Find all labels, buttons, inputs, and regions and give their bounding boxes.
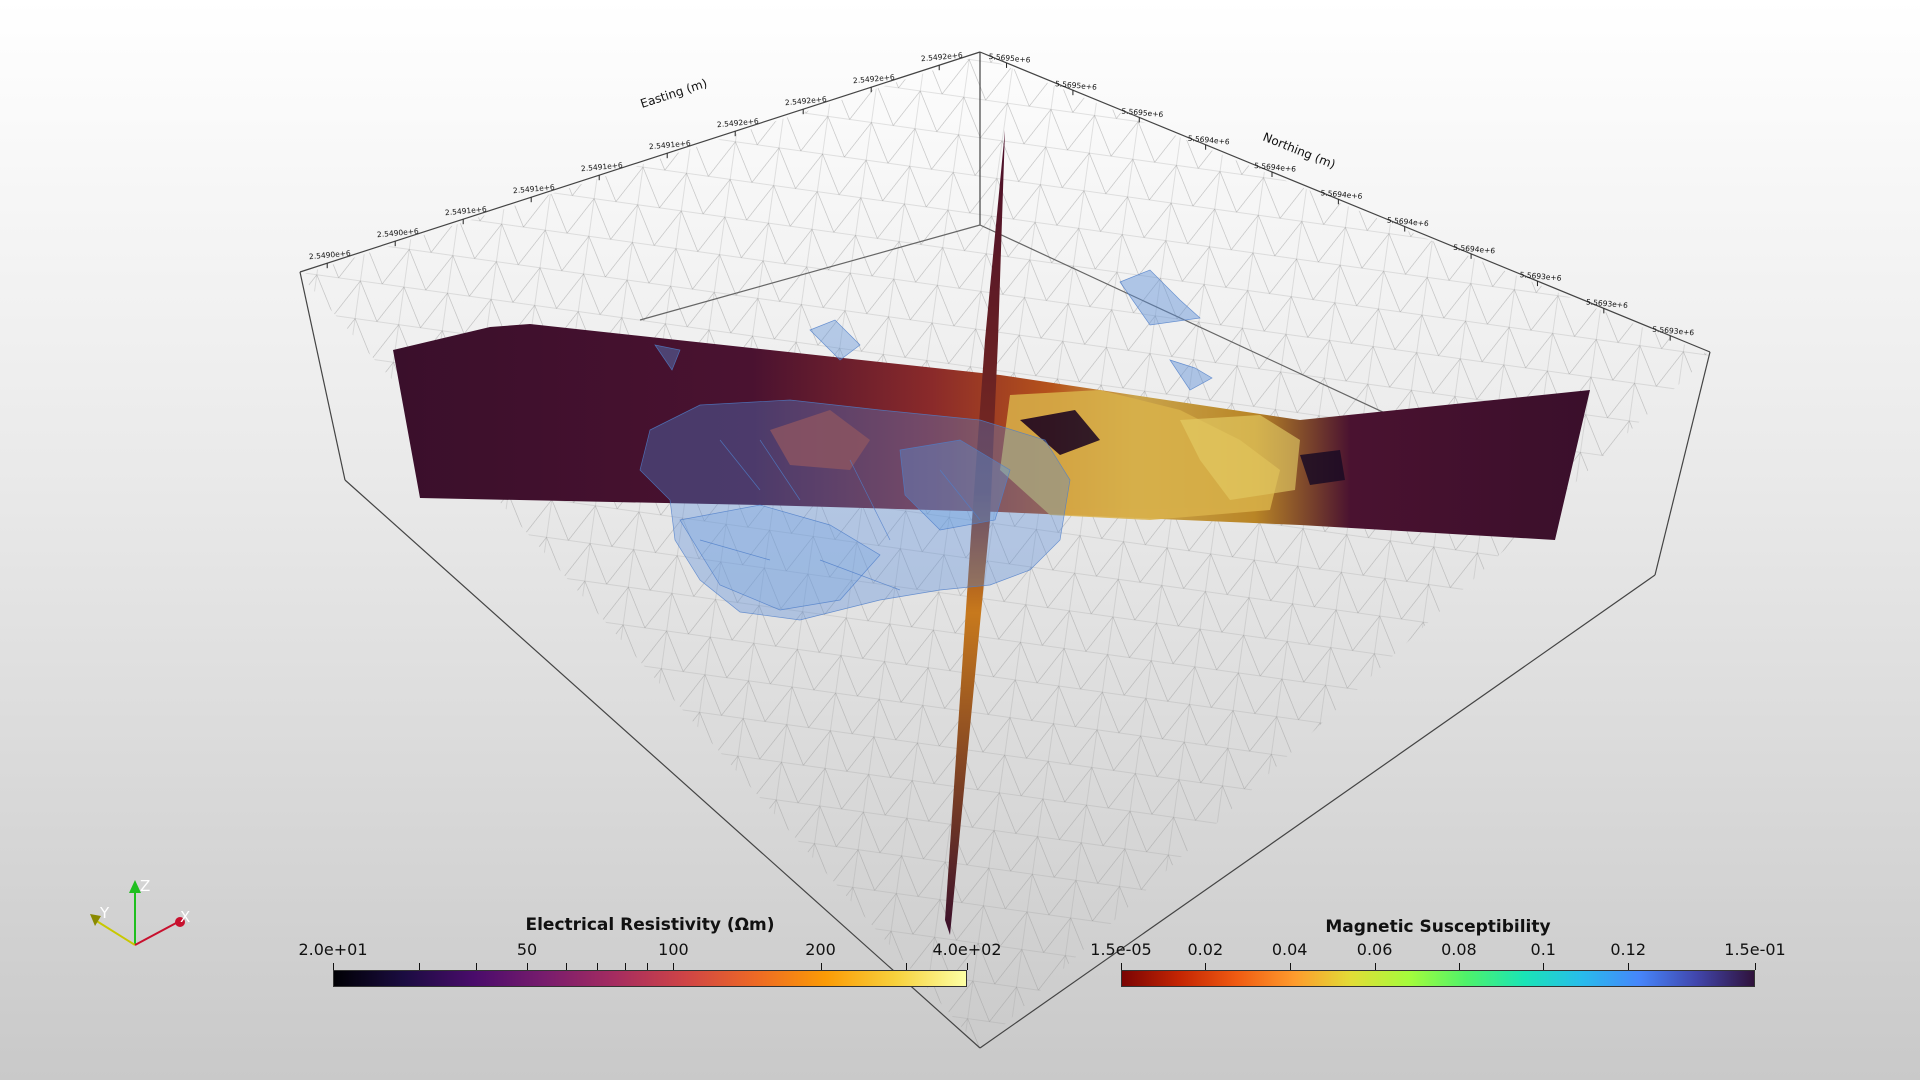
northing-tick-label: 5.5694e+6	[1453, 243, 1496, 256]
colorbar-tick-mark	[647, 963, 649, 970]
easting-tick-label: 2.5492e+6	[717, 117, 760, 130]
resistivity-tick-label: 4.0e+02	[932, 940, 1002, 959]
resistivity-section-vertical	[945, 130, 1005, 935]
z-axis-label: Z	[140, 877, 150, 895]
northing-tick-label: 5.5694e+6	[1187, 134, 1230, 147]
northing-tick-label: 5.5695e+6	[1055, 79, 1098, 92]
susceptibility-tick-label: 0.06	[1356, 940, 1393, 959]
northing-tick-label: 5.5694e+6	[1387, 216, 1430, 229]
susceptibility-tick-label: 1.5e-01	[1724, 940, 1786, 959]
resistivity-anomaly	[770, 390, 1345, 520]
colorbar-tick-mark	[565, 963, 567, 970]
colorbar-tick-mark	[1205, 963, 1207, 970]
colorbar-tick-mark	[1289, 963, 1291, 970]
easting-tick-label: 2.5491e+6	[581, 161, 624, 174]
resistivity-tick-label: 100	[658, 940, 689, 959]
easting-tick-label: 2.5492e+6	[785, 95, 828, 108]
colorbar-tick-mark	[475, 963, 477, 970]
easting-tick-label: 2.5490e+6	[309, 249, 352, 262]
resistivity-tick-marks	[333, 963, 968, 971]
susceptibility-colorbar: Magnetic Susceptibility 1.5e-05 0.02 0.0…	[1090, 915, 1786, 990]
colorbar-tick-mark	[418, 963, 420, 970]
easting-tick-label: 2.5492e+6	[853, 73, 896, 86]
susceptibility-tick-label: 0.08	[1441, 940, 1477, 959]
resistivity-colorbar-title: Electrical Resistivity (Ωm)	[525, 915, 775, 935]
susceptibility-tick-label: 0.02	[1187, 940, 1224, 959]
colorbar-tick-mark	[624, 963, 626, 970]
easting-tick-label: 2.5491e+6	[513, 183, 556, 196]
susceptibility-colorbar-labels: 1.5e-05 0.02 0.04 0.06 0.08 0.1 0.12 1.5…	[1090, 940, 1785, 962]
northing-tick-label: 5.5694e+6	[1320, 188, 1363, 201]
northing-tick-label: 5.5693e+6	[1652, 325, 1695, 338]
susceptibility-tick-label: 0.12	[1610, 940, 1646, 959]
colorbar-tick-mark	[967, 963, 968, 970]
colorbar-tick-mark	[906, 963, 908, 970]
resistivity-tick-label: 2.0e+01	[298, 940, 368, 959]
easting-tick-label: 2.5492e+6	[921, 51, 964, 64]
colorbar-tick-mark	[1374, 963, 1376, 970]
susceptibility-colorbar-gradient	[1121, 970, 1755, 987]
susceptibility-tick-label: 0.1	[1530, 940, 1556, 959]
susceptibility-tick-label: 1.5e-05	[1090, 940, 1152, 959]
resistivity-colorbar-labels: 2.0e+01 50 100 200 4.0e+02	[298, 940, 1001, 962]
colorbar-tick-mark	[1121, 963, 1122, 970]
orientation-axes-widget[interactable]: Z Y X	[90, 877, 190, 946]
northing-tick-label: 5.5693e+6	[1586, 297, 1629, 310]
northing-tick-label: 5.5694e+6	[1254, 161, 1297, 174]
susceptibility-colorbar-title: Magnetic Susceptibility	[1325, 917, 1551, 937]
colorbar-tick-mark	[333, 963, 334, 970]
resistivity-tick-label: 200	[805, 940, 836, 959]
easting-axis-title: Easting (m)	[639, 76, 709, 111]
colorbar-tick-mark	[1755, 963, 1756, 970]
susceptibility-tick-marks	[1121, 963, 1756, 971]
northing-tick-label: 5.5695e+6	[1121, 106, 1164, 119]
resistivity-colorbar-gradient	[333, 970, 967, 987]
colorbar-tick-mark	[820, 963, 822, 970]
colorbar-tick-mark	[1458, 963, 1460, 970]
x-axis-label: X	[180, 908, 190, 926]
colorbar-tick-mark	[1628, 963, 1630, 970]
resistivity-colorbar: Electrical Resistivity (Ωm) 2.0e+01 50 1…	[298, 915, 1002, 990]
mesh-volume	[300, 55, 1710, 1048]
susceptibility-isosurface	[639, 269, 1213, 621]
easting-tick-label: 2.5490e+6	[377, 227, 420, 240]
easting-tick-label: 2.5491e+6	[649, 139, 692, 152]
colorbar-tick-mark	[1543, 963, 1545, 970]
colorbar-tick-mark	[527, 963, 528, 970]
northing-tick-label: 5.5693e+6	[1519, 270, 1562, 283]
bounding-box	[299, 51, 1711, 1049]
y-axis-label: Y	[99, 904, 110, 922]
resistivity-tick-label: 50	[516, 940, 538, 959]
northing-tick-label: 5.5695e+6	[988, 52, 1031, 65]
colorbar-tick-mark	[596, 963, 598, 970]
easting-tick-label: 2.5491e+6	[445, 205, 488, 218]
colorbar-tick-mark	[673, 963, 675, 970]
susceptibility-tick-label: 0.04	[1271, 940, 1308, 959]
